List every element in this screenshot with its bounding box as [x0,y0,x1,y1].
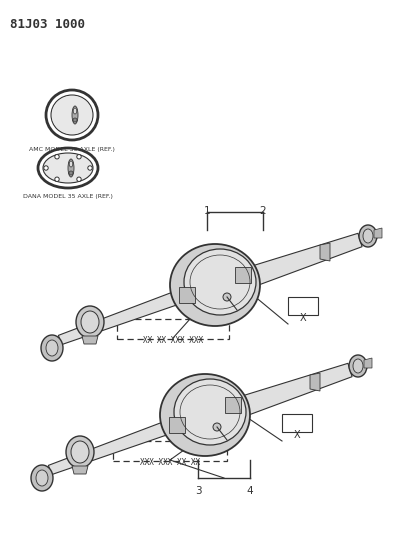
Ellipse shape [46,340,58,356]
Ellipse shape [68,159,74,177]
Ellipse shape [41,335,63,361]
Circle shape [44,166,48,170]
Text: 81J03 1000: 81J03 1000 [10,18,85,31]
Text: XXX XXX XX XX: XXX XXX XX XX [140,458,200,467]
Ellipse shape [160,374,250,456]
Text: X: X [294,430,300,440]
Text: X: X [300,313,306,323]
Ellipse shape [184,249,256,315]
Text: AMC MODEL 35 AXLE (REF.): AMC MODEL 35 AXLE (REF.) [29,147,115,152]
Circle shape [69,171,73,175]
Polygon shape [48,416,182,474]
Ellipse shape [76,306,104,338]
Text: 3: 3 [195,486,201,496]
Polygon shape [169,417,185,433]
Ellipse shape [66,436,94,468]
Text: 1: 1 [204,206,210,216]
Ellipse shape [31,465,53,491]
Ellipse shape [359,225,377,247]
Polygon shape [179,287,195,303]
Ellipse shape [36,470,48,486]
Ellipse shape [174,379,246,445]
Circle shape [77,177,81,181]
FancyBboxPatch shape [282,414,312,432]
Ellipse shape [363,229,373,243]
Ellipse shape [170,244,260,326]
Text: 2: 2 [260,206,266,216]
Text: 4: 4 [247,486,253,496]
Polygon shape [320,243,330,261]
Polygon shape [238,233,362,290]
Circle shape [73,118,77,122]
Circle shape [55,177,59,181]
FancyBboxPatch shape [113,441,227,461]
Circle shape [77,155,81,159]
Polygon shape [310,373,320,391]
Text: XX XX XXX XXX: XX XX XXX XXX [143,336,203,345]
Polygon shape [59,286,192,345]
Polygon shape [364,358,372,368]
Circle shape [55,155,59,159]
Ellipse shape [69,161,73,167]
Circle shape [223,293,231,301]
Polygon shape [82,336,98,344]
Text: DANA MODEL 35 AXLE (REF.): DANA MODEL 35 AXLE (REF.) [23,194,113,199]
Ellipse shape [71,441,89,463]
Polygon shape [225,397,241,413]
Ellipse shape [353,359,363,373]
FancyBboxPatch shape [288,297,318,315]
Circle shape [88,166,92,170]
Ellipse shape [43,153,93,183]
Ellipse shape [73,108,77,114]
Ellipse shape [52,96,92,134]
Polygon shape [374,228,382,238]
Ellipse shape [72,106,78,124]
Ellipse shape [349,355,367,377]
FancyBboxPatch shape [117,319,229,339]
Circle shape [213,423,221,431]
Ellipse shape [51,95,93,135]
Polygon shape [72,466,88,474]
Polygon shape [228,364,352,421]
Polygon shape [235,267,251,283]
Ellipse shape [81,311,99,333]
